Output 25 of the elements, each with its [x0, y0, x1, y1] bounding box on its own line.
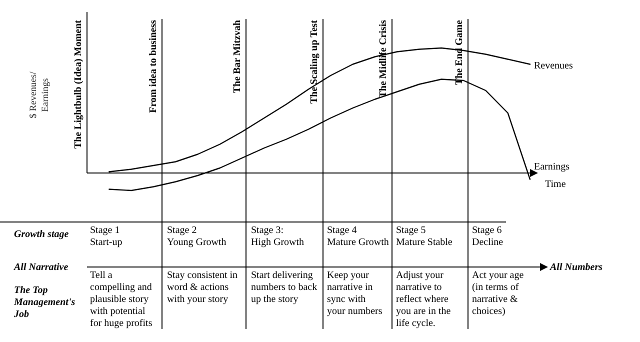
text: Stage 5 Mature Stable: [396, 225, 453, 248]
text: Stage 2 Young Growth: [167, 225, 226, 248]
text: Growth stage: [14, 229, 70, 240]
text: The Top Management's Job: [13, 285, 76, 320]
text: Stage 6 Decline: [472, 225, 504, 248]
text: Adjust your narrative to reflect where you are in the life cycle.: [396, 270, 452, 329]
text: All Numbers: [549, 262, 603, 273]
text: Tell a compelling and plausible story with potential for huge profits: [90, 270, 152, 329]
annotation: From idea to business: [148, 20, 159, 113]
annotation: The Scaling up Test: [309, 19, 320, 104]
text: Stage 3: High Growth: [251, 225, 304, 248]
text: Stage 1 Start-up: [90, 225, 122, 248]
text: The Lightbulb (Idea) Moment: [73, 19, 84, 149]
x-axis-title: Time: [545, 179, 566, 190]
text: Stage 4 Mature Growth: [327, 225, 389, 248]
text: Stay consistent in word & actions with your story: [167, 270, 238, 305]
text: Act your age (in terms of narrative & choices): [472, 270, 524, 317]
y-axis-title: $ Revenues/ Earnings: [29, 71, 51, 118]
legend-label: Earnings: [534, 161, 570, 172]
series-label: Revenues: [534, 60, 573, 72]
text: All Narrative: [13, 262, 69, 273]
text: Start delivering numbers to back up the story: [251, 270, 318, 305]
annotation: The Bar Mitzvah: [232, 20, 243, 94]
text: Keep your narrative in sync with your numbers: [327, 270, 382, 317]
annotation: The Midlife Crisis: [378, 20, 389, 98]
